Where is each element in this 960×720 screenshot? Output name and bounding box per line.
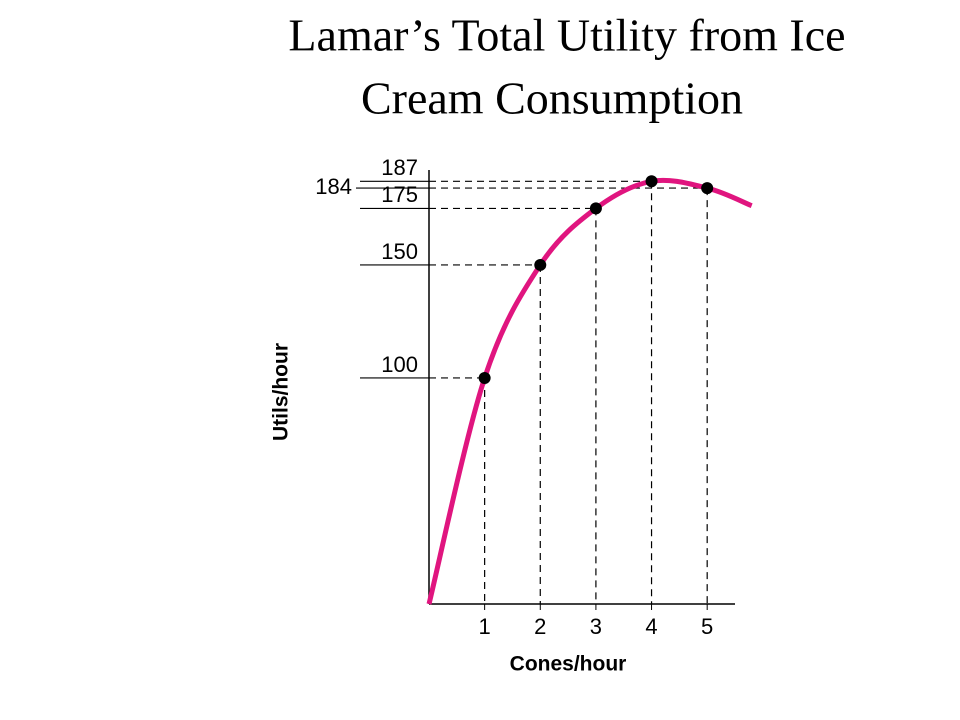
y-tick-label: 175 [381,182,418,207]
x-tick-label: 4 [645,614,657,639]
y-axis-label: Utils/hour [270,343,293,441]
x-tick-label: 5 [701,614,713,639]
y-tick-label: 100 [381,352,418,377]
x-tick-label: 3 [590,614,602,639]
x-tick-label: 1 [479,614,491,639]
chart-title: Lamar’s Total Utility from Ice [288,10,845,61]
x-tick-label: 2 [534,614,546,639]
y-tick-label: 150 [381,239,418,264]
data-point [645,175,658,188]
chart-title: Cream Consumption [361,73,743,124]
data-point [534,258,547,271]
y-tick-label: 187 [381,155,418,180]
data-point [589,202,602,215]
data-point [701,182,714,195]
data-point [478,371,491,384]
y-tick-label: 184 [315,174,352,199]
curve [426,177,753,605]
x-axis-label: Cones/hour [510,653,627,676]
